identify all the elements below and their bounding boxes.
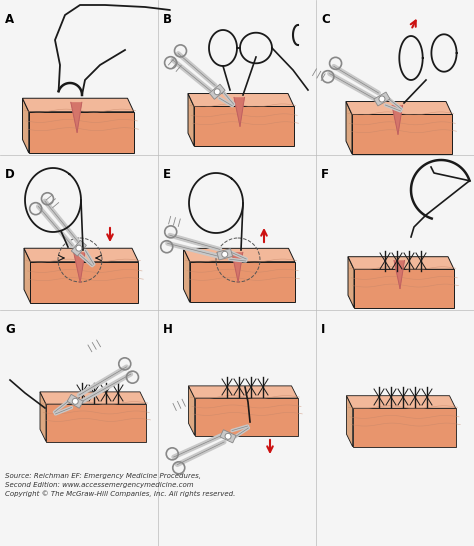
Circle shape <box>214 89 220 95</box>
Text: Source: Reichman EF: Emergency Medicine Procedures,
Second Edition: www.accessem: Source: Reichman EF: Emergency Medicine … <box>5 473 236 497</box>
Text: H: H <box>163 323 173 336</box>
Circle shape <box>72 399 78 404</box>
Polygon shape <box>392 105 402 134</box>
Polygon shape <box>188 93 194 146</box>
Polygon shape <box>348 257 454 269</box>
Polygon shape <box>352 115 452 154</box>
Text: E: E <box>163 168 171 181</box>
Text: G: G <box>5 323 15 336</box>
Circle shape <box>225 434 231 440</box>
Polygon shape <box>346 396 353 447</box>
Polygon shape <box>194 106 294 146</box>
Polygon shape <box>183 248 295 262</box>
Polygon shape <box>183 248 190 302</box>
Polygon shape <box>346 102 352 154</box>
Text: I: I <box>321 323 325 336</box>
Text: F: F <box>321 168 329 181</box>
Polygon shape <box>190 262 295 302</box>
Bar <box>217 248 233 260</box>
Polygon shape <box>73 252 85 282</box>
Polygon shape <box>346 396 456 408</box>
Bar <box>374 92 390 106</box>
Circle shape <box>379 96 385 102</box>
Polygon shape <box>22 98 29 153</box>
Bar <box>71 240 86 256</box>
Polygon shape <box>71 102 82 132</box>
Bar <box>67 394 83 408</box>
Bar <box>209 84 225 99</box>
Circle shape <box>76 245 82 251</box>
Polygon shape <box>30 262 138 303</box>
Text: B: B <box>163 13 172 26</box>
Polygon shape <box>46 404 146 442</box>
Polygon shape <box>24 248 138 262</box>
Polygon shape <box>353 408 456 447</box>
Text: D: D <box>5 168 15 181</box>
Polygon shape <box>232 252 243 282</box>
Polygon shape <box>346 102 452 115</box>
Polygon shape <box>348 257 354 308</box>
Polygon shape <box>22 98 134 112</box>
Text: A: A <box>5 13 14 26</box>
Polygon shape <box>189 386 195 436</box>
Polygon shape <box>40 392 46 442</box>
Bar <box>220 430 236 443</box>
Polygon shape <box>394 260 404 288</box>
Circle shape <box>222 251 228 257</box>
Polygon shape <box>188 93 294 106</box>
Text: C: C <box>321 13 330 26</box>
Polygon shape <box>24 248 30 303</box>
Polygon shape <box>189 386 298 398</box>
Polygon shape <box>29 112 134 153</box>
Polygon shape <box>40 392 146 404</box>
Polygon shape <box>234 97 245 126</box>
Polygon shape <box>354 269 454 308</box>
Polygon shape <box>195 398 298 436</box>
